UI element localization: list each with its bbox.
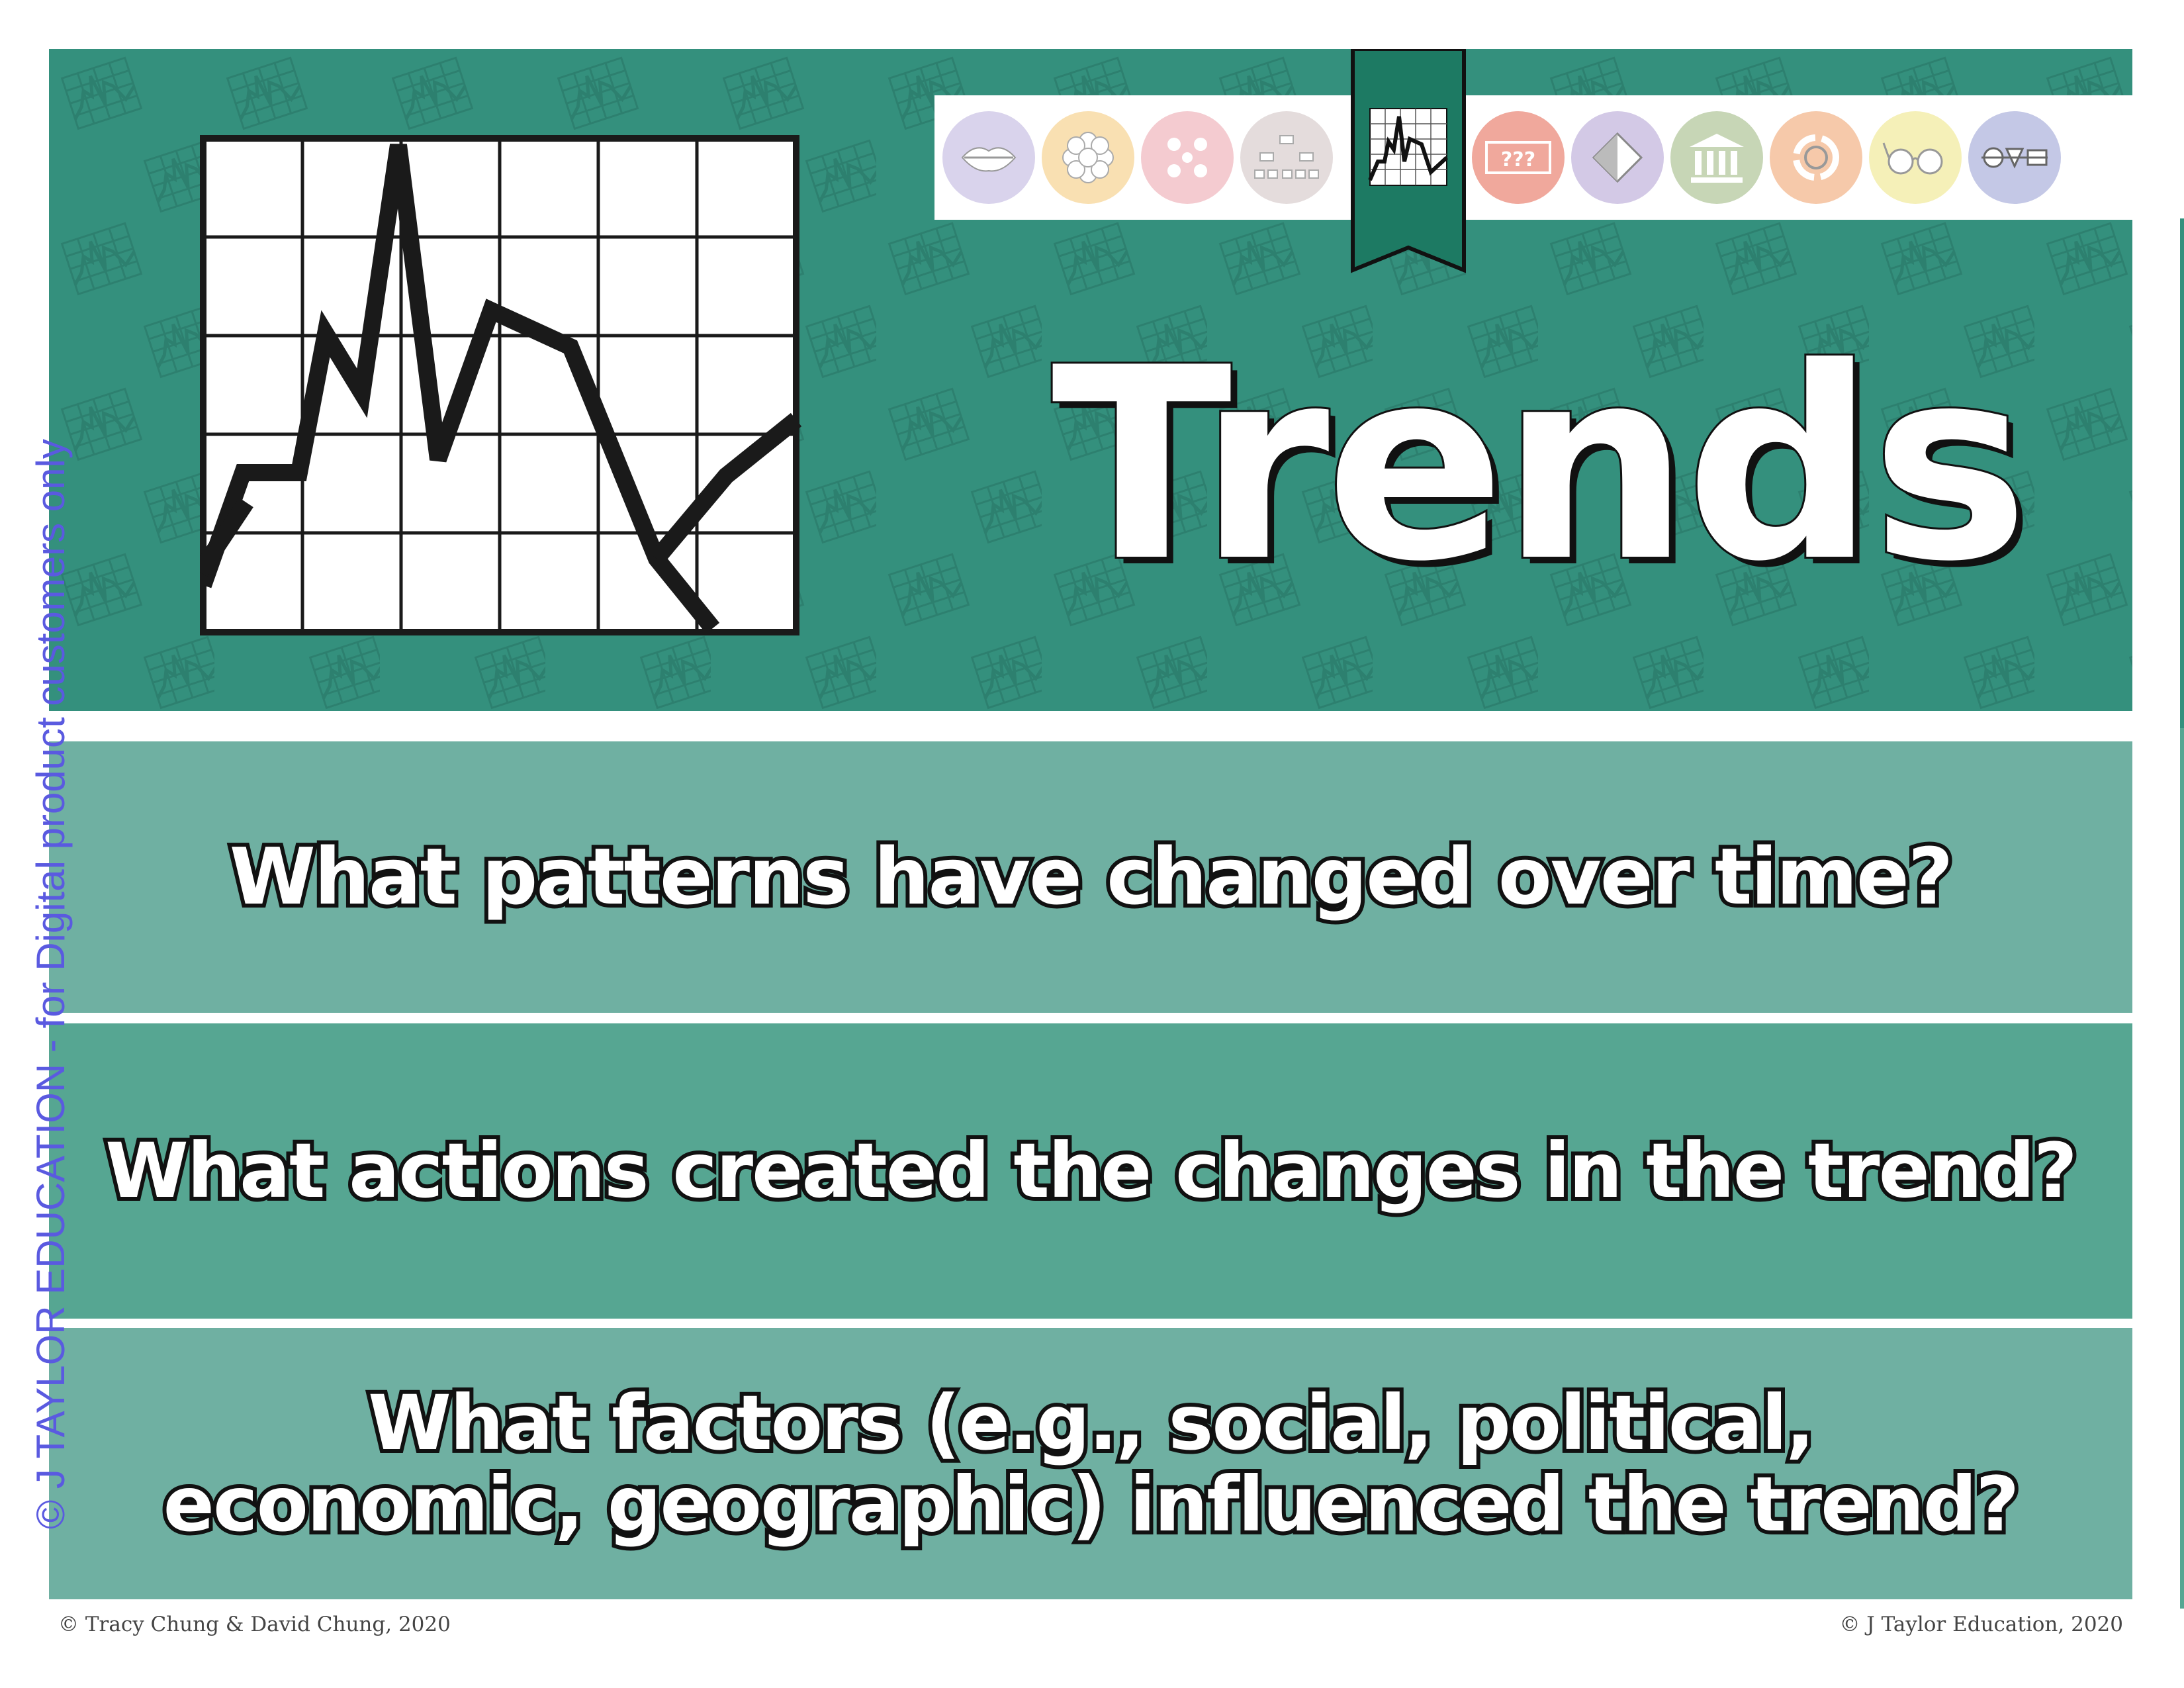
question-band-3: What factors (e.g., social, political, e…	[49, 1328, 2132, 1599]
question-band-1: What patterns have changed over time?	[49, 741, 2132, 1013]
question-band-2: What actions created the changes in the …	[49, 1023, 2132, 1319]
diamond-icon[interactable]	[1571, 111, 1664, 204]
shapes-icon[interactable]	[1968, 111, 2061, 204]
question-text: What actions created the changes in the …	[101, 1125, 2081, 1217]
network-icon[interactable]	[1141, 111, 1234, 204]
footer-publisher-credit: © J Taylor Education, 2020	[1839, 1613, 2123, 1636]
page-title: Trends	[1050, 312, 2031, 620]
copyright-watermark: © J TAYLOR EDUCATION - for Digital produ…	[28, 439, 73, 1529]
question-text-line-2: economic, geographic) influenced the tre…	[159, 1460, 2024, 1549]
glasses-icon[interactable]	[1869, 111, 1962, 204]
trend-graph-icon	[200, 135, 802, 635]
selected-topic-ribbon[interactable]	[1350, 49, 1467, 274]
institution-icon[interactable]	[1670, 111, 1763, 204]
flower-icon[interactable]	[1042, 111, 1134, 204]
topic-icon-strip: ???	[934, 95, 2132, 220]
header-banner: ??? Trends	[49, 49, 2132, 711]
cycle-icon[interactable]	[1770, 111, 1862, 204]
svg-text:???: ???	[1501, 148, 1535, 171]
right-edge-accent	[2180, 218, 2184, 728]
hierarchy-icon[interactable]	[1240, 111, 1333, 204]
lips-icon[interactable]	[942, 111, 1035, 204]
question-text: What patterns have changed over time?	[226, 829, 1958, 923]
right-edge-accent	[2180, 728, 2184, 1609]
footer-author-credit: © Tracy Chung & David Chung, 2020	[58, 1613, 451, 1636]
question-marks-icon[interactable]: ???	[1472, 111, 1565, 204]
question-text-line-1: What factors (e.g., social, political,	[364, 1378, 1819, 1468]
